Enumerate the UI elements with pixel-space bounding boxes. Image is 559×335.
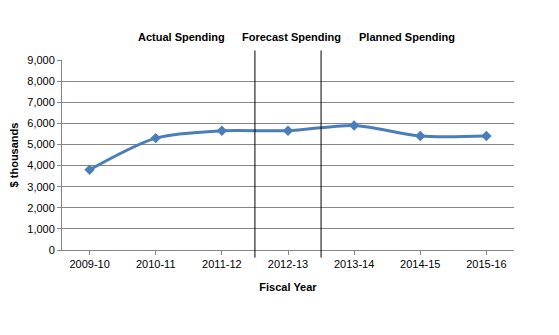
svg-text:Fiscal Year: Fiscal Year <box>259 281 317 293</box>
svg-text:5,000: 5,000 <box>27 138 55 150</box>
svg-text:Planned Spending: Planned Spending <box>359 31 455 43</box>
svg-text:2012-13: 2012-13 <box>268 258 308 270</box>
svg-text:1,000: 1,000 <box>27 223 55 235</box>
svg-text:2013-14: 2013-14 <box>334 258 374 270</box>
svg-text:3,000: 3,000 <box>27 181 55 193</box>
svg-text:2011-12: 2011-12 <box>202 258 242 270</box>
svg-text:$ thousands: $ thousands <box>8 123 20 188</box>
svg-text:2009-10: 2009-10 <box>69 258 109 270</box>
svg-text:7,000: 7,000 <box>27 96 55 108</box>
svg-text:8,000: 8,000 <box>27 75 55 87</box>
svg-text:2010-11: 2010-11 <box>136 258 176 270</box>
svg-text:2,000: 2,000 <box>27 202 55 214</box>
svg-text:2015-16: 2015-16 <box>466 258 506 270</box>
svg-text:Actual Spending: Actual Spending <box>138 31 225 43</box>
svg-text:Forecast Spending: Forecast Spending <box>242 31 341 43</box>
svg-text:9,000: 9,000 <box>27 54 55 66</box>
svg-text:4,000: 4,000 <box>27 159 55 171</box>
svg-text:2014-15: 2014-15 <box>400 258 440 270</box>
svg-text:6,000: 6,000 <box>27 117 55 129</box>
svg-text:0: 0 <box>49 244 55 256</box>
